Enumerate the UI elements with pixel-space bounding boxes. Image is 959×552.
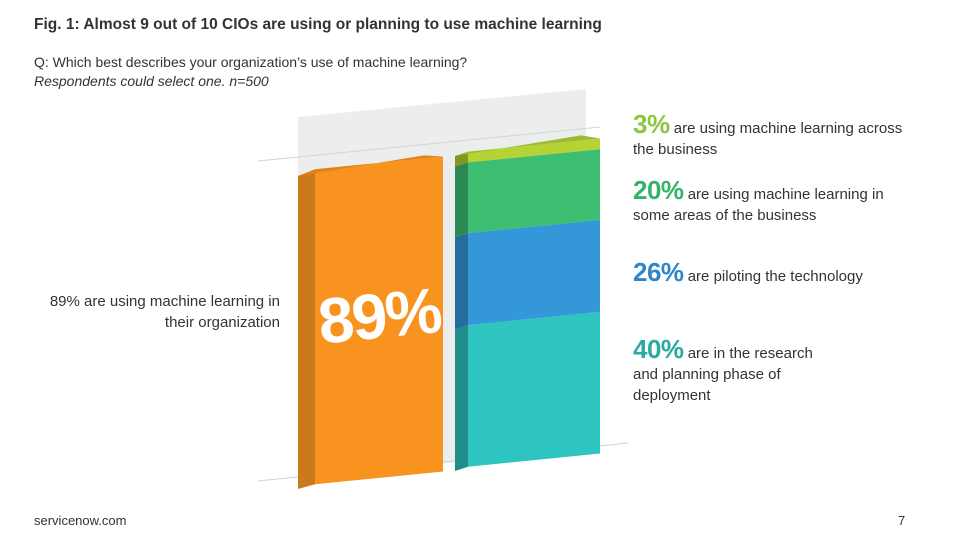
footer-brand: servicenow.com	[34, 513, 127, 528]
respondents-note: Respondents could select one. n=500	[34, 73, 269, 89]
legend-text: are in the research and planning phase o…	[633, 345, 813, 404]
legend-pct: 3%	[633, 109, 670, 139]
total-bar-side	[298, 169, 315, 490]
segment-side-1	[455, 233, 468, 330]
legend-text: are using machine learning across the bu…	[633, 120, 903, 158]
legend-item-across-business: 3% are using machine learning across the…	[633, 111, 913, 160]
segment-side-2	[455, 162, 468, 238]
page-number: 7	[898, 513, 906, 528]
total-bar-front	[315, 156, 443, 485]
legend-pct: 20%	[633, 175, 684, 205]
total-description: 89% are using machine learning in their …	[49, 293, 280, 331]
segment-front-2	[468, 149, 600, 234]
breakdown-bar-top	[455, 135, 600, 156]
total-bar-top	[298, 155, 443, 176]
legend-pct: 40%	[633, 334, 684, 364]
segment-front-3	[468, 138, 600, 163]
segment-front-0	[468, 311, 600, 467]
top-guide-line	[257, 126, 601, 162]
legend-text: are piloting the technology	[687, 268, 863, 285]
survey-question: Q: Which best describes your organizatio…	[34, 53, 467, 91]
legend-item-piloting: 26% are piloting the technology	[633, 259, 933, 287]
breakdown-bar	[455, 135, 600, 471]
total-bar-label: 89%	[315, 274, 445, 358]
total-bar: 89%	[298, 155, 445, 490]
segment-front-1	[468, 219, 600, 326]
legend-item-some-areas: 20% are using machine learning in some a…	[633, 177, 918, 226]
legend-item-research-planning: 40% are in the research and planning pha…	[633, 336, 823, 406]
legend-text: are using machine learning in some areas…	[633, 186, 884, 224]
chart-title: Fig. 1: Almost 9 out of 10 CIOs are usin…	[34, 16, 602, 33]
legend-pct: 26%	[633, 257, 684, 287]
segment-side-0	[455, 325, 468, 471]
question-text: Q: Which best describes your organizatio…	[34, 54, 468, 70]
